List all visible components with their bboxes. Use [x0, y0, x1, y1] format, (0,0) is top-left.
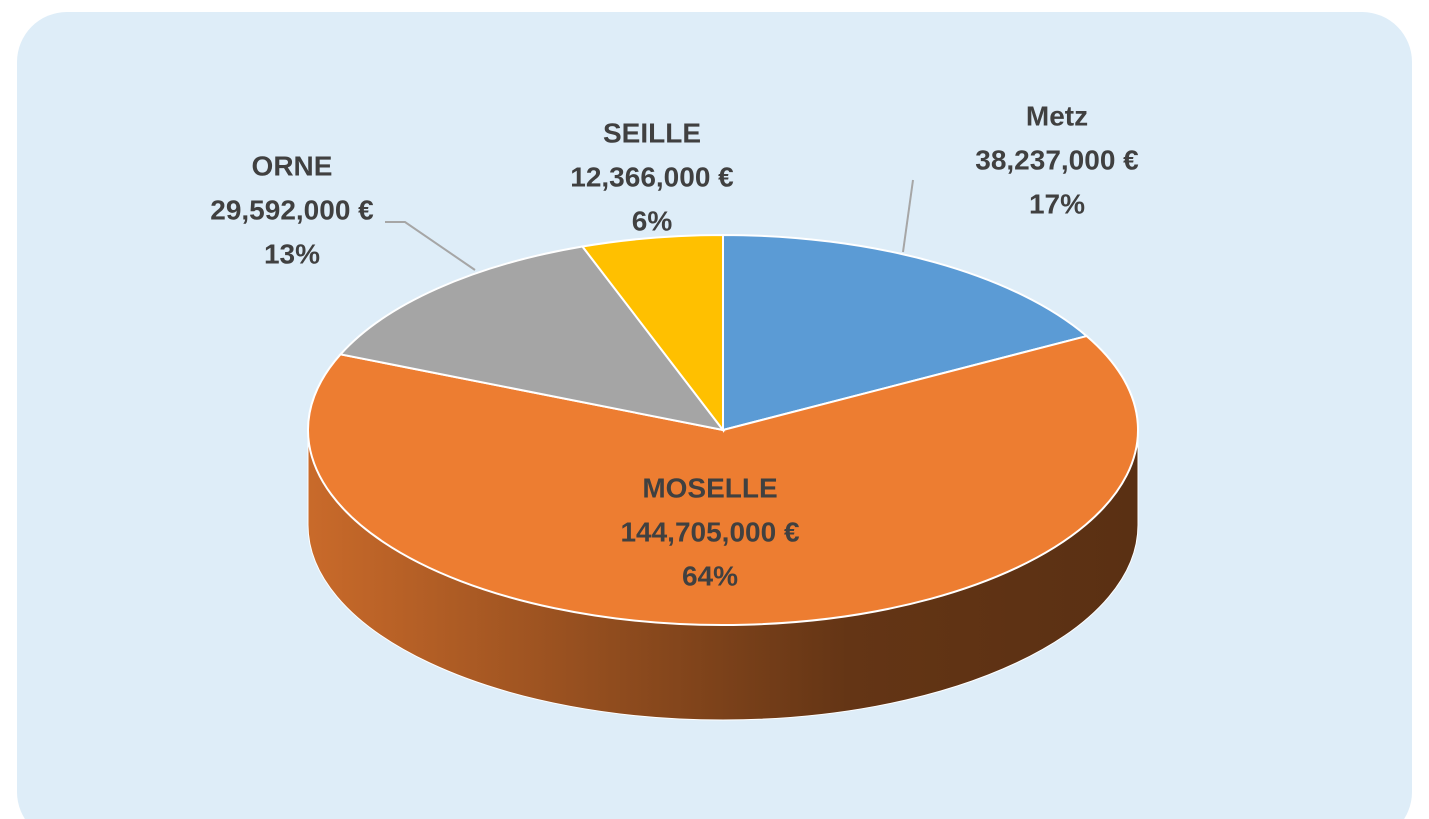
percentage-label: 6%: [632, 205, 673, 236]
percentage-label: 17%: [1029, 188, 1085, 219]
category-label: SEILLE: [603, 117, 701, 148]
value-label: 38,237,000 €: [975, 144, 1139, 175]
slice: [580, 233, 724, 433]
leader-line: [385, 221, 476, 271]
leader-line: [902, 179, 914, 253]
slice: [722, 233, 1089, 432]
percentage-label: 64%: [682, 560, 738, 591]
category-label: ORNE: [252, 150, 333, 181]
value-label: 144,705,000 €: [620, 516, 799, 547]
slice: [338, 245, 726, 432]
value-label: 12,366,000 €: [570, 161, 734, 192]
category-label: MOSELLE: [642, 472, 777, 503]
percentage-label: 13%: [264, 238, 320, 269]
category-label: Metz: [1026, 100, 1088, 131]
slice: [307, 334, 1139, 626]
value-label: 29,592,000 €: [210, 194, 374, 225]
